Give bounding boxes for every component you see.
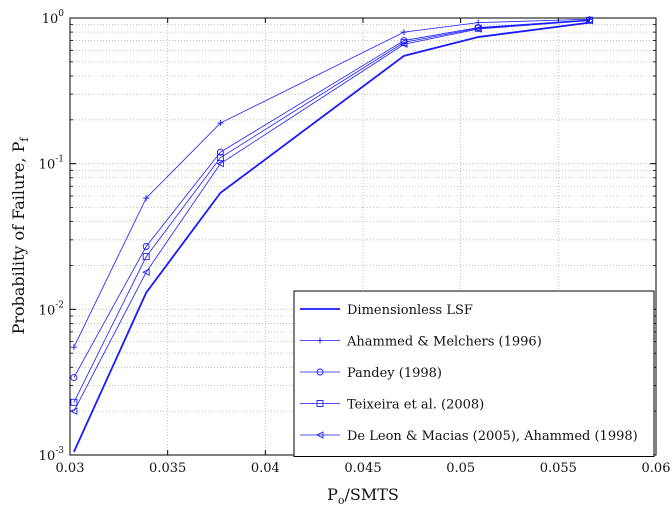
legend-label: Teixeira et al. (2008) <box>347 398 484 413</box>
y-tick-label: 10-2 <box>39 300 64 318</box>
plus-marker <box>70 344 77 351</box>
x-tick-label: 0.055 <box>540 461 577 476</box>
data-point <box>216 154 224 162</box>
data-point <box>585 16 594 25</box>
y-tick-label: 100 <box>42 9 65 27</box>
x-tick-label: 0.05 <box>446 461 475 476</box>
series-4 <box>69 16 594 415</box>
svg-text:Probability of Failure, Pf: Probability of Failure, Pf <box>9 137 31 335</box>
series-line <box>73 21 590 453</box>
data-point <box>70 374 78 382</box>
x-axis-title-rest: /SMTS <box>345 485 399 504</box>
x-axis-title: Po/SMTS <box>327 485 399 507</box>
x-tick-label: 0.045 <box>344 461 381 476</box>
grid-lines <box>70 18 656 455</box>
circle-marker <box>316 368 324 376</box>
series-line <box>73 18 590 348</box>
series-line <box>73 19 590 403</box>
data-point <box>217 120 224 127</box>
legend: Dimensionless LSF Ahammed & Melchers (199… <box>293 290 655 457</box>
data-point <box>216 159 224 168</box>
square-marker <box>216 154 224 162</box>
plus-marker <box>217 120 224 127</box>
x-tick-label: 0.03 <box>56 461 85 476</box>
y-tick-label: 10-1 <box>39 155 64 173</box>
plus-marker <box>143 195 150 202</box>
plus-marker <box>401 29 408 36</box>
legend-item: Ahammed & Melchers (1996) <box>300 335 542 350</box>
legend-label: De Leon & Macias (2005), Ahammed (1998) <box>347 429 638 444</box>
series-group <box>69 16 594 453</box>
series-line <box>73 19 590 378</box>
data-point <box>216 148 224 156</box>
data-point <box>142 253 150 261</box>
legend-item: Teixeira et al. (2008) <box>300 398 484 413</box>
triangle-left-marker <box>474 25 482 33</box>
data-point <box>401 29 408 36</box>
plus-marker <box>317 337 323 344</box>
circle-marker <box>142 243 150 250</box>
legend-box <box>293 290 655 457</box>
triangle-left-marker <box>585 16 594 25</box>
y-axis-title-subscript: f <box>18 137 31 142</box>
circle-marker <box>70 374 78 382</box>
x-tick-label: 0.06 <box>642 461 671 476</box>
triangle-left-marker <box>315 431 324 439</box>
data-point <box>142 268 150 276</box>
legend-item: Pandey (1998) <box>300 366 442 381</box>
data-point <box>69 407 78 415</box>
legend-label: Pandey (1998) <box>347 366 442 381</box>
legend-item: Dimensionless LSF <box>300 303 473 318</box>
legend-label: Dimensionless LSF <box>347 303 473 318</box>
legend-item: De Leon & Macias (2005), Ahammed (1998) <box>300 429 638 444</box>
data-point <box>143 195 150 202</box>
square-marker <box>70 398 78 406</box>
triangle-left-marker <box>400 40 408 49</box>
legend-label: Ahammed & Melchers (1996) <box>346 335 542 350</box>
svg-text:Po/SMTS: Po/SMTS <box>327 485 399 507</box>
series-0 <box>73 21 590 453</box>
x-axis-title-main: P <box>327 485 338 504</box>
y-axis-title-main: Probability of Failure, P <box>9 141 28 334</box>
data-point <box>70 344 77 351</box>
y-axis-title: Probability of Failure, Pf <box>9 137 31 335</box>
data-point <box>142 243 150 250</box>
data-point <box>474 25 482 33</box>
triangle-left-marker <box>216 159 224 168</box>
axis-ticks: 0.03 0.035 0.04 0.045 0.05 0.055 0.06 10-3 10-2 1… <box>39 9 671 476</box>
y-tick-label: 10-3 <box>39 446 65 464</box>
data-point <box>70 398 78 406</box>
square-marker <box>316 400 324 407</box>
circle-marker <box>216 148 224 156</box>
data-point <box>400 40 408 49</box>
triangle-left-marker <box>142 268 150 276</box>
square-marker <box>142 253 150 261</box>
series-line <box>73 20 590 412</box>
x-axis-title-subscript: o <box>338 494 345 507</box>
x-tick-label: 0.035 <box>149 461 186 476</box>
triangle-left-marker <box>69 407 78 415</box>
x-tick-label: 0.04 <box>251 461 280 476</box>
